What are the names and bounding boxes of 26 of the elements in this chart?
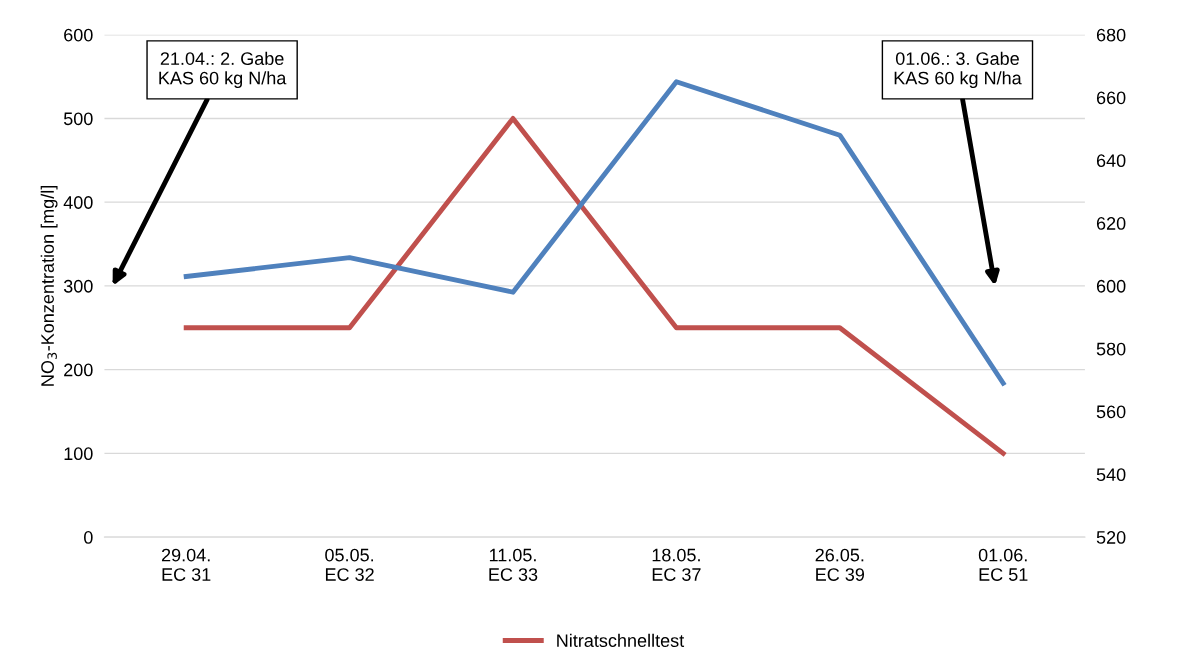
y-tick-label: 400 [63, 196, 93, 209]
y-tick-label: 300 [63, 279, 93, 293]
x-tick-label: 26.05. EC 39 [815, 548, 865, 581]
legend-label: Nitratschnelltest [557, 633, 685, 647]
x-tick-label: 11.05. EC 33 [489, 548, 538, 581]
y2-tick-label: 520 [1096, 531, 1126, 544]
y2-tick-label: 600 [1096, 279, 1126, 293]
annotation: 21.04.: 2. Gabe KAS 60 kg N/ha [159, 51, 287, 89]
y2-tick-label: 660 [1096, 91, 1126, 105]
annotation: 01.06.: 3. Gabe KAS 60 kg N/ha [894, 51, 1022, 89]
y2-tick-label: 680 [1096, 28, 1126, 42]
y2-tick-label: 620 [1096, 217, 1126, 230]
y2-tick-label: 540 [1096, 468, 1126, 482]
y-tick-label: 600 [64, 28, 93, 42]
y-tick-label: 200 [64, 363, 93, 377]
y2-tick-label: 640 [1096, 154, 1126, 168]
x-tick-label: 01.06. EC 51 [978, 548, 1028, 581]
y-axis-title: NO$_{3}$-Konzentration [mg/l] [40, 186, 58, 386]
x-tick-label: 29.04. EC 31 [161, 548, 211, 581]
x-tick-label: 05.05. EC 32 [325, 548, 374, 581]
y2-tick-label: 580 [1096, 342, 1126, 356]
y-tick-label: 100 [64, 447, 93, 461]
y-tick-label: 500 [63, 112, 93, 126]
y-tick-label: 0 [84, 531, 93, 544]
x-tick-label: 18.05. EC 37 [652, 548, 701, 581]
y2-tick-label: 560 [1096, 405, 1126, 419]
